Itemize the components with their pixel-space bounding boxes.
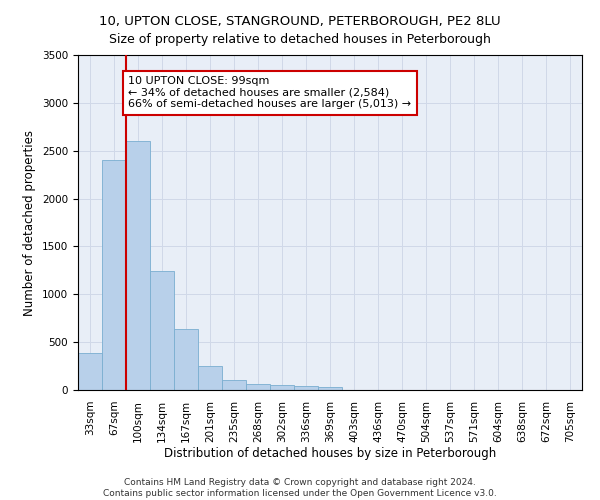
Text: Contains HM Land Registry data © Crown copyright and database right 2024.
Contai: Contains HM Land Registry data © Crown c… [103,478,497,498]
Bar [150,272,174,390]
Bar [126,141,150,390]
Y-axis label: Number of detached properties: Number of detached properties [23,130,37,316]
Text: Size of property relative to detached houses in Peterborough: Size of property relative to detached ho… [109,32,491,46]
Bar [270,384,294,390]
Text: 10 UPTON CLOSE: 99sqm
← 34% of detached houses are smaller (2,584)
66% of semi-d: 10 UPTON CLOSE: 99sqm ← 34% of detached … [128,76,412,110]
Bar [174,328,198,390]
Bar [102,160,126,390]
X-axis label: Distribution of detached houses by size in Peterborough: Distribution of detached houses by size … [164,448,496,460]
Text: 10, UPTON CLOSE, STANGROUND, PETERBOROUGH, PE2 8LU: 10, UPTON CLOSE, STANGROUND, PETERBOROUG… [99,15,501,28]
Bar [294,386,318,390]
Bar [222,380,246,390]
Bar [246,384,270,390]
Bar [78,352,102,390]
Bar [198,366,222,390]
Bar [318,387,342,390]
